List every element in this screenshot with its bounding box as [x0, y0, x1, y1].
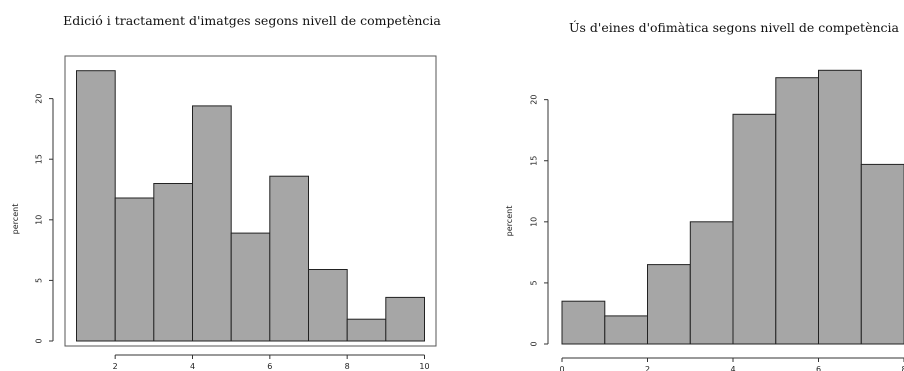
x-tick-label: 6	[816, 365, 821, 371]
histogram-bar	[647, 264, 691, 345]
histogram-bar	[308, 269, 348, 342]
x-tick-label: 10	[419, 362, 429, 371]
y-tick-label: 0	[530, 341, 539, 346]
y-tick-label: 0	[35, 338, 44, 343]
histogram-bar	[732, 113, 777, 345]
x-tick-label: 6	[267, 362, 272, 371]
histogram-bar	[385, 296, 425, 342]
y-axis: 0 5 10 15 20	[530, 95, 549, 347]
histogram-bar	[604, 315, 649, 345]
x-axis: 0 2 4 6 8	[559, 357, 904, 371]
chart-title: Ús d'eines d'ofimàtica segons nivell de …	[569, 19, 900, 35]
histogram-bar	[269, 175, 309, 342]
x-tick-label: 2	[645, 365, 650, 371]
y-tick-label: 20	[35, 94, 44, 104]
histogram-bar	[230, 232, 271, 342]
bars	[561, 69, 904, 345]
x-tick-label: 4	[730, 365, 735, 371]
chart-title: Edició i tractament d'imatges segons niv…	[63, 13, 441, 28]
chart-office-tools: Ús d'eines d'ofimàtica segons nivell de …	[505, 19, 904, 371]
y-axis-label: percent	[505, 206, 514, 237]
x-axis: 2 4 6 8 10	[113, 354, 430, 371]
y-tick-label: 15	[35, 154, 44, 164]
histogram-bar	[153, 183, 194, 342]
histogram-bar	[346, 318, 387, 342]
bars	[76, 70, 425, 342]
histogram-bar	[689, 221, 734, 345]
x-tick-label: 4	[190, 362, 195, 371]
histogram-bar	[775, 77, 820, 345]
histogram-bar	[860, 163, 904, 345]
histogram-bar	[818, 69, 862, 345]
plot-frame	[64, 55, 437, 347]
chart-image-editing: Edició i tractament d'imatges segons niv…	[11, 13, 441, 371]
y-axis: 0 5 10 15 20	[35, 94, 54, 344]
histogram-bar	[192, 105, 232, 342]
x-tick-label: 2	[113, 362, 118, 371]
histogram-bar	[561, 300, 606, 345]
y-tick-label: 15	[530, 156, 539, 166]
histogram-bar	[114, 197, 155, 342]
y-tick-label: 10	[530, 217, 539, 227]
x-tick-label: 0	[559, 365, 564, 371]
x-tick-label: 8	[345, 362, 350, 371]
y-tick-label: 5	[35, 278, 44, 283]
y-tick-label: 20	[530, 95, 539, 105]
x-tick-label: 8	[901, 365, 904, 371]
y-tick-label: 5	[530, 280, 539, 285]
y-tick-label: 10	[35, 215, 44, 225]
histogram-bar	[76, 70, 116, 342]
y-axis-label: percent	[11, 204, 20, 235]
